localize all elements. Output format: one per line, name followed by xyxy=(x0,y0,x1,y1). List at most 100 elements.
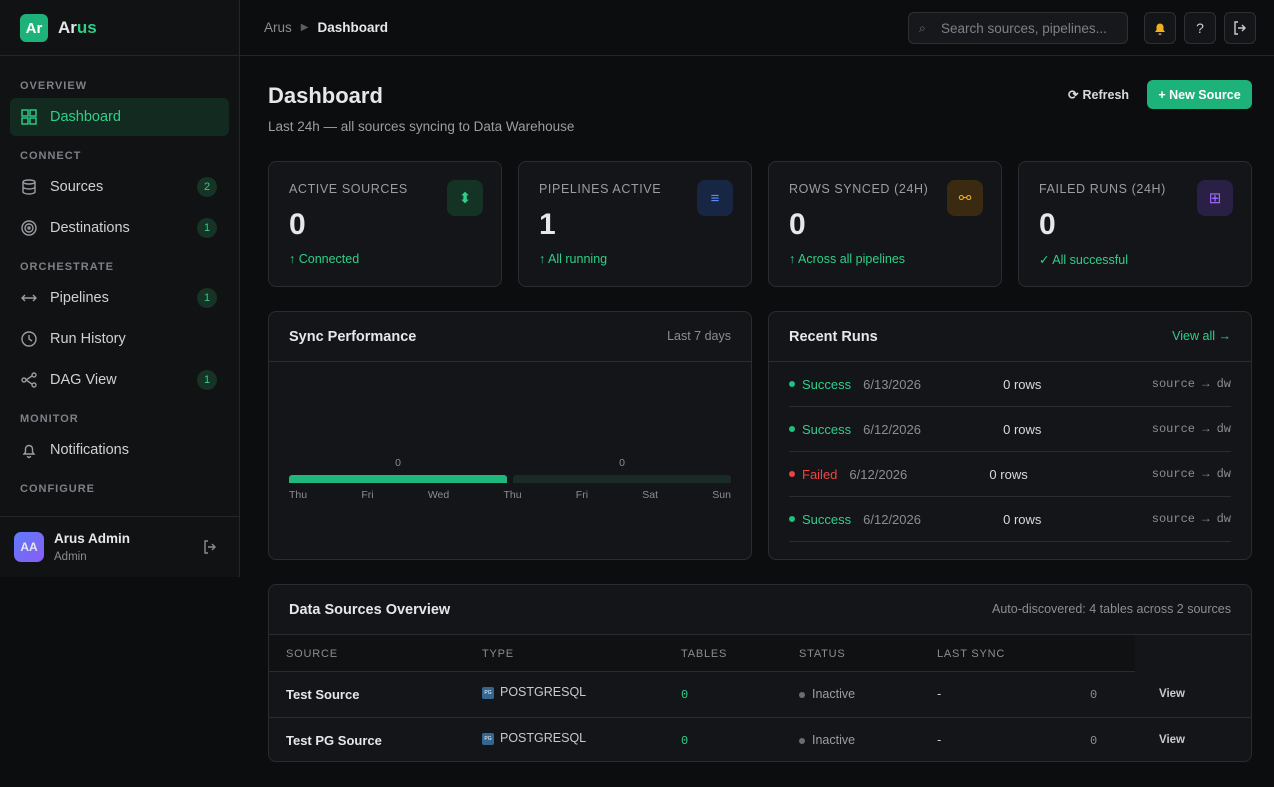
view-button[interactable]: View xyxy=(1159,734,1185,746)
source-name: Test PG Source xyxy=(286,733,382,748)
nav-label: Pipelines xyxy=(50,290,109,306)
sources-note: Auto-discovered: 4 tables across 2 sourc… xyxy=(991,602,1231,616)
stat-icon: ⬍ xyxy=(447,180,483,216)
stat-value: 1 xyxy=(539,208,556,241)
x-label: Wed xyxy=(427,489,450,501)
source-type: POSTGRESQL xyxy=(500,685,587,699)
nav-item[interactable]: Destinations 1 xyxy=(10,209,229,247)
new-source-button[interactable]: + New Source xyxy=(1147,80,1252,109)
view-button[interactable]: View xyxy=(1159,688,1185,700)
column-header: SOURCE xyxy=(286,648,338,660)
crumb-sep: ▶ xyxy=(300,22,309,33)
search[interactable]: ⌕ Search sources, pipelines... xyxy=(908,12,1128,44)
run-status: Success xyxy=(802,376,852,392)
table-header xyxy=(269,635,1135,672)
nav-icon xyxy=(21,220,37,236)
x-label: Sun xyxy=(712,489,731,501)
bar xyxy=(513,475,731,483)
search-icon: ⌕ xyxy=(919,21,926,35)
nav-icon xyxy=(21,294,37,302)
source-name: Test Source xyxy=(286,687,360,702)
sync-chart: 0 0 Thu Fri Wed Thu Fri Sat Sun xyxy=(289,457,731,507)
nav-badge: 1 xyxy=(197,288,217,308)
nav-badge: 1 xyxy=(197,370,217,390)
bar xyxy=(289,475,507,483)
nav-label: Destinations xyxy=(50,220,130,236)
run-row[interactable]: Success 6/13/2026 0 rows source → dw xyxy=(789,362,1231,407)
logout-button[interactable] xyxy=(1224,12,1256,44)
status-dot xyxy=(799,738,805,744)
stat-card: PIPELINES ACTIVE 1 ↑ All running ≡ xyxy=(518,161,752,287)
search-placeholder: Search sources, pipelines... xyxy=(941,21,1107,36)
stat-label: PIPELINES ACTIVE xyxy=(539,182,662,196)
table-row: Test PG Source PG POSTGRESQL 0 Inactive - 0 Vie… xyxy=(269,717,1251,761)
column-header: TABLES xyxy=(681,648,728,660)
source-status: Inactive xyxy=(812,687,856,701)
stat-note: ✓ All successful xyxy=(1039,253,1128,267)
sources-card: Data Sources Overview Auto-discovered: 4… xyxy=(268,584,1252,762)
logout-icon[interactable] xyxy=(202,539,218,555)
card-header: Sync Performance Last 7 days xyxy=(269,312,751,362)
logo[interactable]: Ar xyxy=(20,14,48,42)
brand-name[interactable]: Arus xyxy=(58,18,97,38)
brand: Ar Arus xyxy=(0,0,239,56)
crumb: Dashboard xyxy=(317,20,388,35)
topbar: Arus ▶ Dashboard ⌕ Search sources, pipel… xyxy=(240,0,1274,56)
nav-badge: 1 xyxy=(197,218,217,238)
refresh-button[interactable]: ⟳ Refresh xyxy=(1060,80,1137,109)
stat-icon: ≡ xyxy=(697,180,733,216)
nav-item[interactable]: Dashboard xyxy=(10,98,229,136)
nav-icon xyxy=(21,331,37,347)
nav-badge: 2 xyxy=(197,177,217,197)
bar-label: 0 xyxy=(395,457,401,469)
nav-item[interactable]: Pipelines 1 xyxy=(10,279,229,317)
run-row[interactable]: Success 6/12/2026 0 rows source → dw xyxy=(789,407,1231,452)
nav-item[interactable]: Sources 2 xyxy=(10,168,229,206)
nav-label: DAG View xyxy=(50,372,117,388)
nav-item[interactable]: Notifications xyxy=(10,431,229,469)
run-row[interactable]: Failed 6/12/2026 0 rows source → dw xyxy=(789,452,1231,497)
stat-card: ROWS SYNCED (24H) 0 ↑ Across all pipelines… xyxy=(768,161,1002,287)
table-count: 0 xyxy=(681,688,689,702)
status-dot xyxy=(789,426,795,432)
run-date: 6/12/2026 xyxy=(863,511,921,527)
source-type: POSTGRESQL xyxy=(500,731,587,745)
nav-icon xyxy=(21,372,37,388)
row-count: 0 xyxy=(1090,688,1098,702)
refresh-label: Refresh xyxy=(1082,87,1130,102)
column-header: STATUS xyxy=(799,648,846,660)
type-badge: PG xyxy=(482,687,494,699)
card-header: Data Sources Overview Auto-discovered: 4… xyxy=(269,585,1251,635)
nav-section-title: MONITOR xyxy=(20,413,79,425)
nav-label: Run History xyxy=(50,331,126,347)
run-route: source → dw xyxy=(1151,467,1231,481)
nav-item[interactable]: Run History xyxy=(10,320,229,358)
stat-card: ACTIVE SOURCES 0 ↑ Connected ⬍ xyxy=(268,161,502,287)
page-subtitle: Last 24h — all sources syncing to Data W… xyxy=(268,119,575,134)
table-count: 0 xyxy=(681,734,689,748)
crumb[interactable]: Arus xyxy=(264,20,292,35)
run-route: source → dw xyxy=(1151,512,1231,526)
card-header: Recent Runs View all → xyxy=(769,312,1251,362)
sync-card: Sync Performance Last 7 days 0 0 Thu Fri Wed… xyxy=(268,311,752,560)
nav-icon xyxy=(22,179,36,195)
run-list: Success 6/13/2026 0 rows source → dw Success… xyxy=(769,362,1251,542)
status-dot xyxy=(789,381,795,387)
brand-part: Ar xyxy=(58,18,77,37)
card-title: Recent Runs xyxy=(789,329,878,345)
stat-icon: ⊞ xyxy=(1197,180,1233,216)
avatar: AA xyxy=(14,532,44,562)
view-all-link[interactable]: View all → xyxy=(1172,329,1231,343)
card-title: Sync Performance xyxy=(289,329,417,345)
last-sync: - xyxy=(937,732,942,747)
run-status: Success xyxy=(802,511,852,527)
notifications-button[interactable] xyxy=(1144,12,1176,44)
nav-item[interactable]: DAG View 1 xyxy=(10,361,229,399)
run-route: source → dw xyxy=(1151,422,1231,436)
help-button[interactable]: ? xyxy=(1184,12,1216,44)
row-count: 0 xyxy=(1090,734,1098,748)
x-label: Thu xyxy=(289,489,308,501)
run-row[interactable]: Success 6/12/2026 0 rows source → dw xyxy=(789,497,1231,542)
